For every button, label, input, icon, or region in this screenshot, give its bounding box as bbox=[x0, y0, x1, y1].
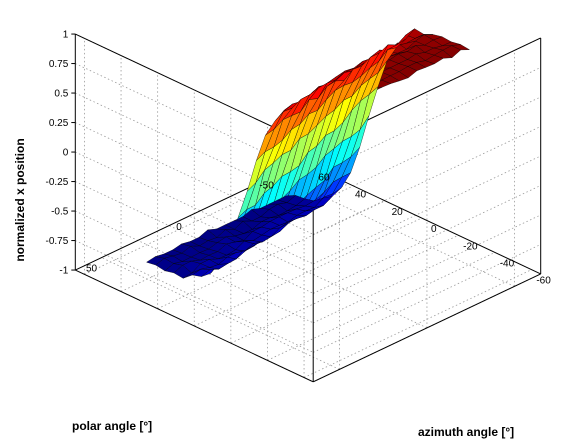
y-tick-label: -60 bbox=[536, 276, 551, 287]
z-tick-label: -0.5 bbox=[51, 207, 69, 218]
gridline-azimuth bbox=[230, 234, 459, 344]
z-tick-label: -1 bbox=[59, 266, 68, 277]
z-tick-label: 0.25 bbox=[49, 118, 69, 129]
y-tick-label: 60 bbox=[318, 172, 330, 183]
y-tick-label: -20 bbox=[463, 241, 478, 252]
z-axis-label: normalized x position bbox=[13, 138, 27, 261]
x-tick-label: -50 bbox=[259, 181, 274, 192]
y-tick-label: 0 bbox=[431, 224, 437, 235]
z-tick-label: 0 bbox=[63, 148, 69, 159]
x-axis-label: polar angle [°] bbox=[72, 419, 152, 433]
x-tick-label: 0 bbox=[176, 222, 182, 233]
z-tick-label: 0.75 bbox=[49, 59, 69, 70]
y-tick-label: -40 bbox=[500, 258, 515, 269]
y-tick-labels: -60 -40 -20 0 20 40 60 bbox=[318, 172, 551, 286]
axis-edge bbox=[312, 273, 541, 383]
y-tick-label: 20 bbox=[392, 207, 404, 218]
surface-facet bbox=[277, 195, 297, 203]
surface-mesh bbox=[146, 28, 471, 279]
z-tick-label: -0.25 bbox=[46, 177, 69, 188]
z-tick-labels: 1 0.75 0.5 0.25 0 -0.25 -0.5 -0.75 -1 bbox=[46, 30, 76, 277]
y-tick-label: 40 bbox=[355, 190, 367, 201]
x-tick-label: 50 bbox=[86, 264, 98, 275]
x-tick-labels: 50 0 -50 bbox=[86, 181, 274, 275]
axis-edge bbox=[75, 269, 314, 383]
z-tick-label: 0.5 bbox=[54, 89, 68, 100]
z-tick-label: -0.75 bbox=[46, 236, 69, 247]
y-axis-label: azimuth angle [°] bbox=[418, 425, 514, 439]
gridline-azimuth bbox=[303, 269, 532, 378]
z-tick-label: 1 bbox=[63, 30, 69, 41]
gridline-azimuth bbox=[267, 252, 496, 361]
